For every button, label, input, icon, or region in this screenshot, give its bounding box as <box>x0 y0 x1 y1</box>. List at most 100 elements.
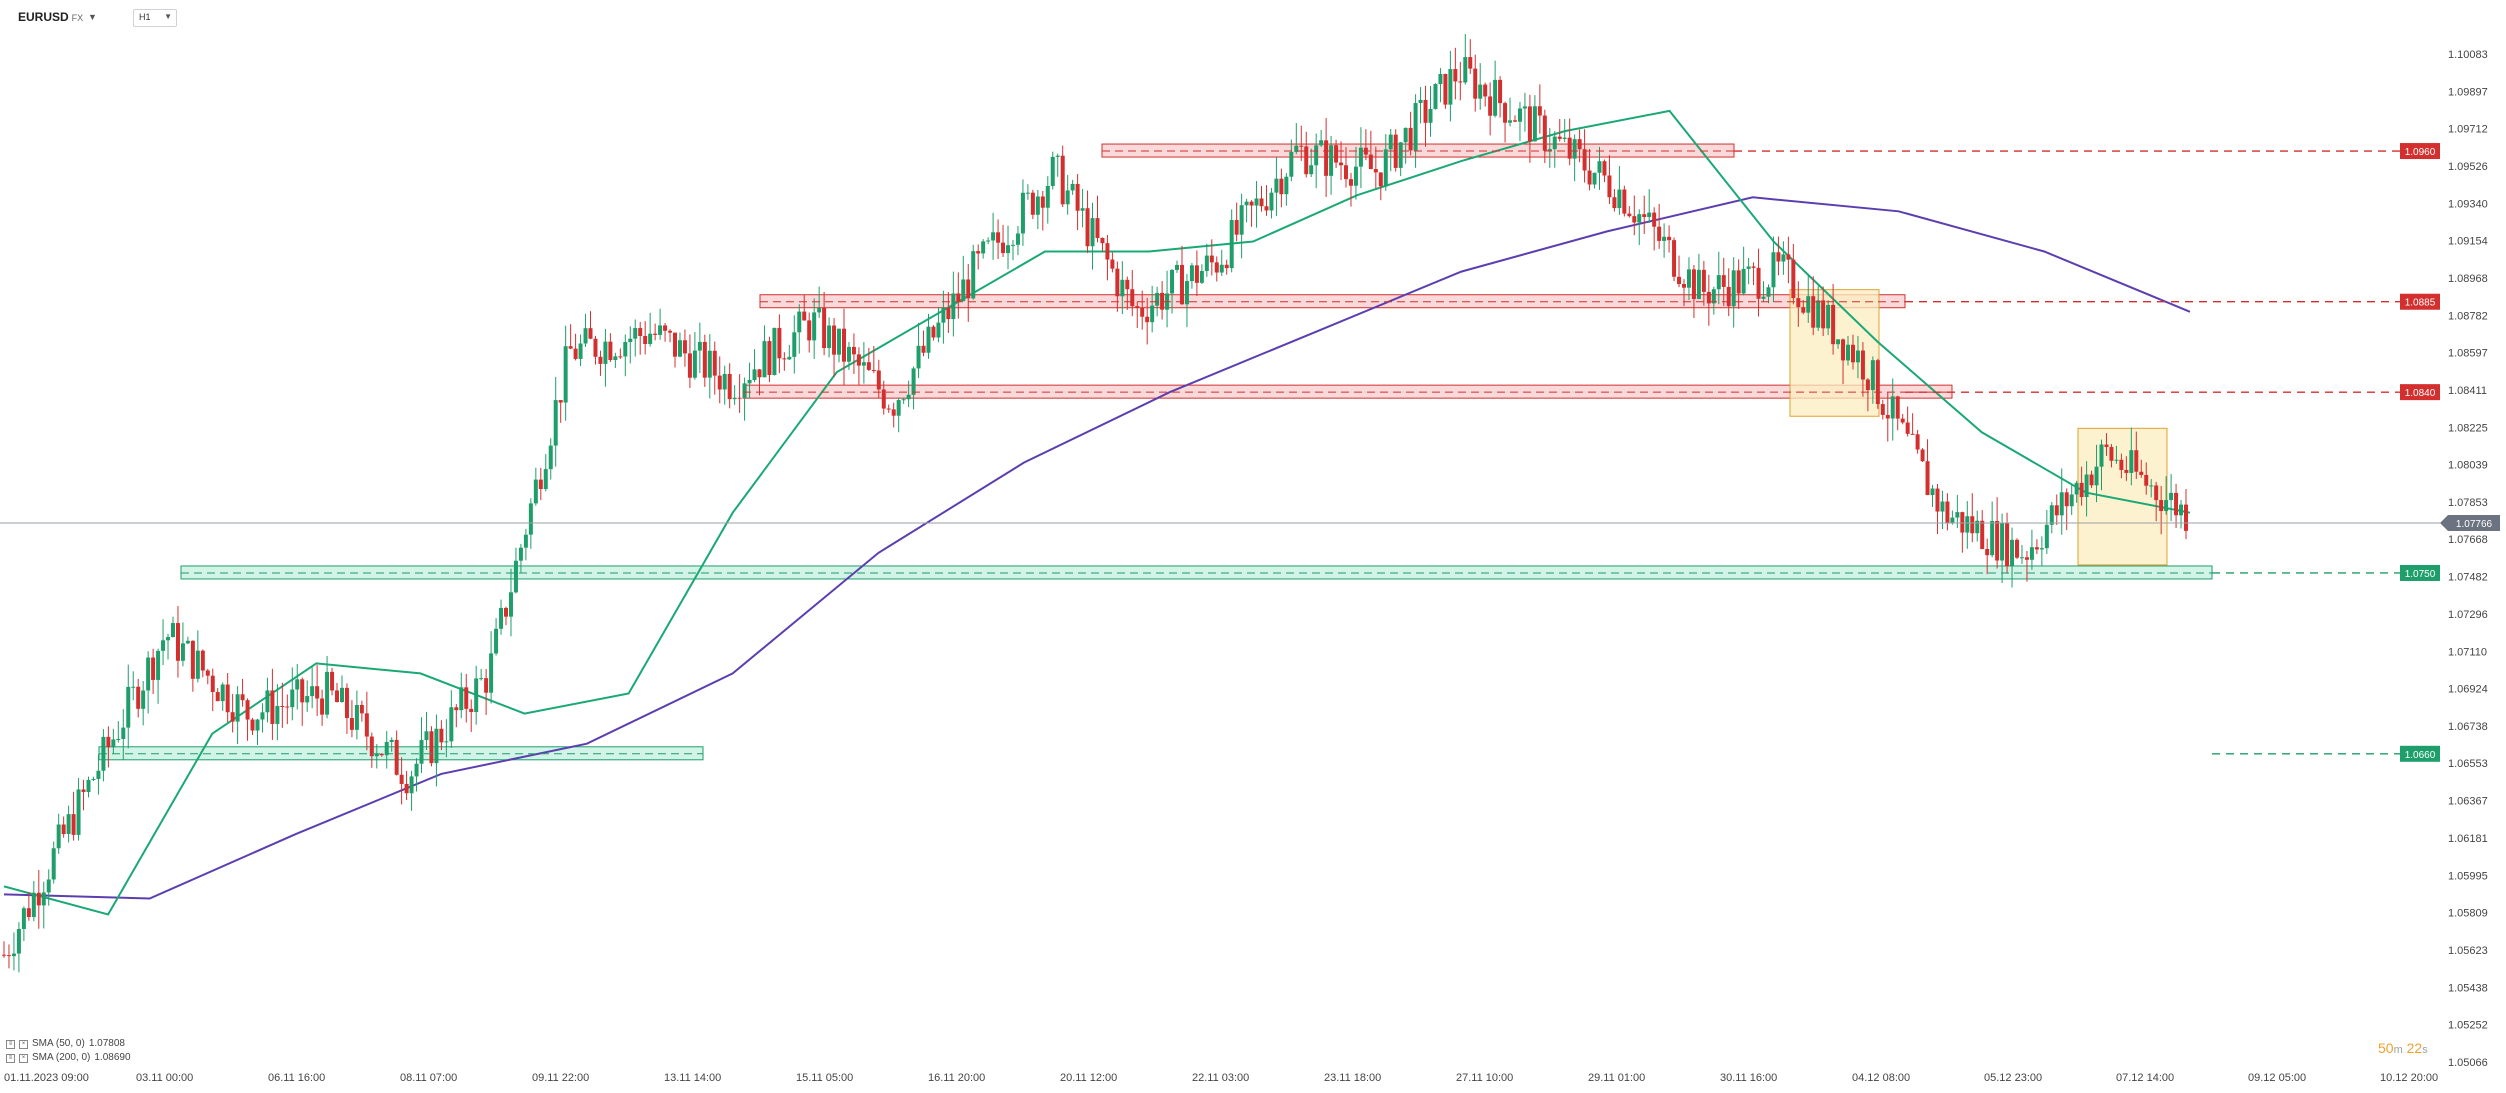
candle[interactable] <box>1413 94 1418 168</box>
candle[interactable] <box>1418 87 1423 124</box>
candle[interactable] <box>548 438 553 480</box>
candle[interactable] <box>2064 488 2069 531</box>
candle[interactable] <box>1085 190 1090 253</box>
candle[interactable] <box>1950 510 1955 525</box>
candle[interactable] <box>722 365 727 405</box>
candle[interactable] <box>1249 200 1254 227</box>
candle[interactable] <box>926 313 931 359</box>
legend-sma50[interactable]: ≡ × SMA (50, 0) 1.07808 <box>6 1037 131 1051</box>
candle[interactable] <box>2169 474 2174 522</box>
candle[interactable] <box>1746 257 1751 285</box>
candle[interactable] <box>320 689 325 726</box>
candle[interactable] <box>931 325 936 341</box>
candle[interactable] <box>1572 134 1577 182</box>
candle[interactable] <box>663 322 668 342</box>
candle[interactable] <box>752 349 757 383</box>
candle[interactable] <box>573 333 578 361</box>
candle[interactable] <box>1811 276 1816 336</box>
candle[interactable] <box>851 333 856 375</box>
candle[interactable] <box>1657 203 1662 249</box>
candle[interactable] <box>1910 413 1915 435</box>
candle[interactable] <box>1701 260 1706 306</box>
candle[interactable] <box>991 212 996 260</box>
candle[interactable] <box>1836 339 1841 349</box>
candle[interactable] <box>1145 297 1150 345</box>
candle[interactable] <box>81 779 86 811</box>
candle[interactable] <box>190 640 195 692</box>
candle[interactable] <box>2015 538 2020 560</box>
candle[interactable] <box>1498 76 1503 118</box>
candle[interactable] <box>51 841 56 884</box>
candle[interactable] <box>1130 269 1135 317</box>
candle[interactable] <box>1115 261 1120 312</box>
candle[interactable] <box>1667 225 1672 253</box>
candle[interactable] <box>344 683 349 734</box>
candle[interactable] <box>1597 146 1602 190</box>
candle[interactable] <box>966 264 971 322</box>
candle[interactable] <box>613 352 618 368</box>
candle[interactable] <box>782 352 787 371</box>
candle[interactable] <box>260 703 265 733</box>
candle[interactable] <box>21 906 26 942</box>
symbol-name[interactable]: EURUSD FX <box>18 10 83 24</box>
candle[interactable] <box>1344 147 1349 188</box>
candle[interactable] <box>434 714 439 787</box>
candle[interactable] <box>1184 274 1189 328</box>
candle[interactable] <box>523 528 528 561</box>
candle[interactable] <box>1070 179 1075 195</box>
candle[interactable] <box>2144 462 2149 495</box>
candle[interactable] <box>250 717 255 736</box>
candle[interactable] <box>568 324 573 350</box>
candle[interactable] <box>707 334 712 399</box>
candle[interactable] <box>210 668 215 712</box>
candle[interactable] <box>1150 285 1155 333</box>
candle[interactable] <box>275 684 280 741</box>
candle[interactable] <box>1801 299 1806 315</box>
candle[interactable] <box>1060 145 1065 208</box>
candle[interactable] <box>235 686 240 745</box>
candle[interactable] <box>956 272 961 319</box>
candle[interactable] <box>1990 501 1995 558</box>
candle[interactable] <box>643 321 648 355</box>
candle[interactable] <box>2000 513 2005 584</box>
candle[interactable] <box>116 721 121 743</box>
candle[interactable] <box>802 294 807 321</box>
candle[interactable] <box>230 693 235 733</box>
candle[interactable] <box>1443 73 1448 109</box>
candle[interactable] <box>1279 168 1284 208</box>
candle[interactable] <box>1179 245 1184 305</box>
candle[interactable] <box>1463 33 1468 85</box>
candle[interactable] <box>1309 148 1314 178</box>
candle[interactable] <box>757 369 762 396</box>
candle[interactable] <box>1299 125 1304 161</box>
candle[interactable] <box>1960 511 1965 553</box>
candle[interactable] <box>921 330 926 357</box>
candle[interactable] <box>126 664 131 749</box>
candle[interactable] <box>1612 189 1617 212</box>
candle[interactable] <box>1796 281 1801 327</box>
candle[interactable] <box>349 700 354 738</box>
candle[interactable] <box>578 334 583 367</box>
candle[interactable] <box>280 682 285 728</box>
candle[interactable] <box>1662 223 1667 258</box>
candle[interactable] <box>1259 185 1264 212</box>
candle[interactable] <box>1537 84 1542 134</box>
candle[interactable] <box>220 682 225 711</box>
candle[interactable] <box>538 467 543 501</box>
sma200-line[interactable] <box>3 196 2191 900</box>
candle[interactable] <box>638 322 643 355</box>
candle[interactable] <box>1980 510 1985 550</box>
candle[interactable] <box>1751 262 1756 286</box>
candle[interactable] <box>384 730 389 769</box>
candle[interactable] <box>702 334 707 387</box>
candle[interactable] <box>1209 239 1214 276</box>
candle[interactable] <box>1930 484 1935 508</box>
visibility-icon[interactable]: ≡ <box>6 1039 15 1049</box>
candle[interactable] <box>1244 198 1249 223</box>
candle[interactable] <box>2089 470 2094 489</box>
candle[interactable] <box>1001 224 1006 257</box>
candle[interactable] <box>1995 497 2000 569</box>
candle[interactable] <box>692 332 697 380</box>
candle[interactable] <box>1140 290 1145 330</box>
candle[interactable] <box>1030 189 1035 220</box>
